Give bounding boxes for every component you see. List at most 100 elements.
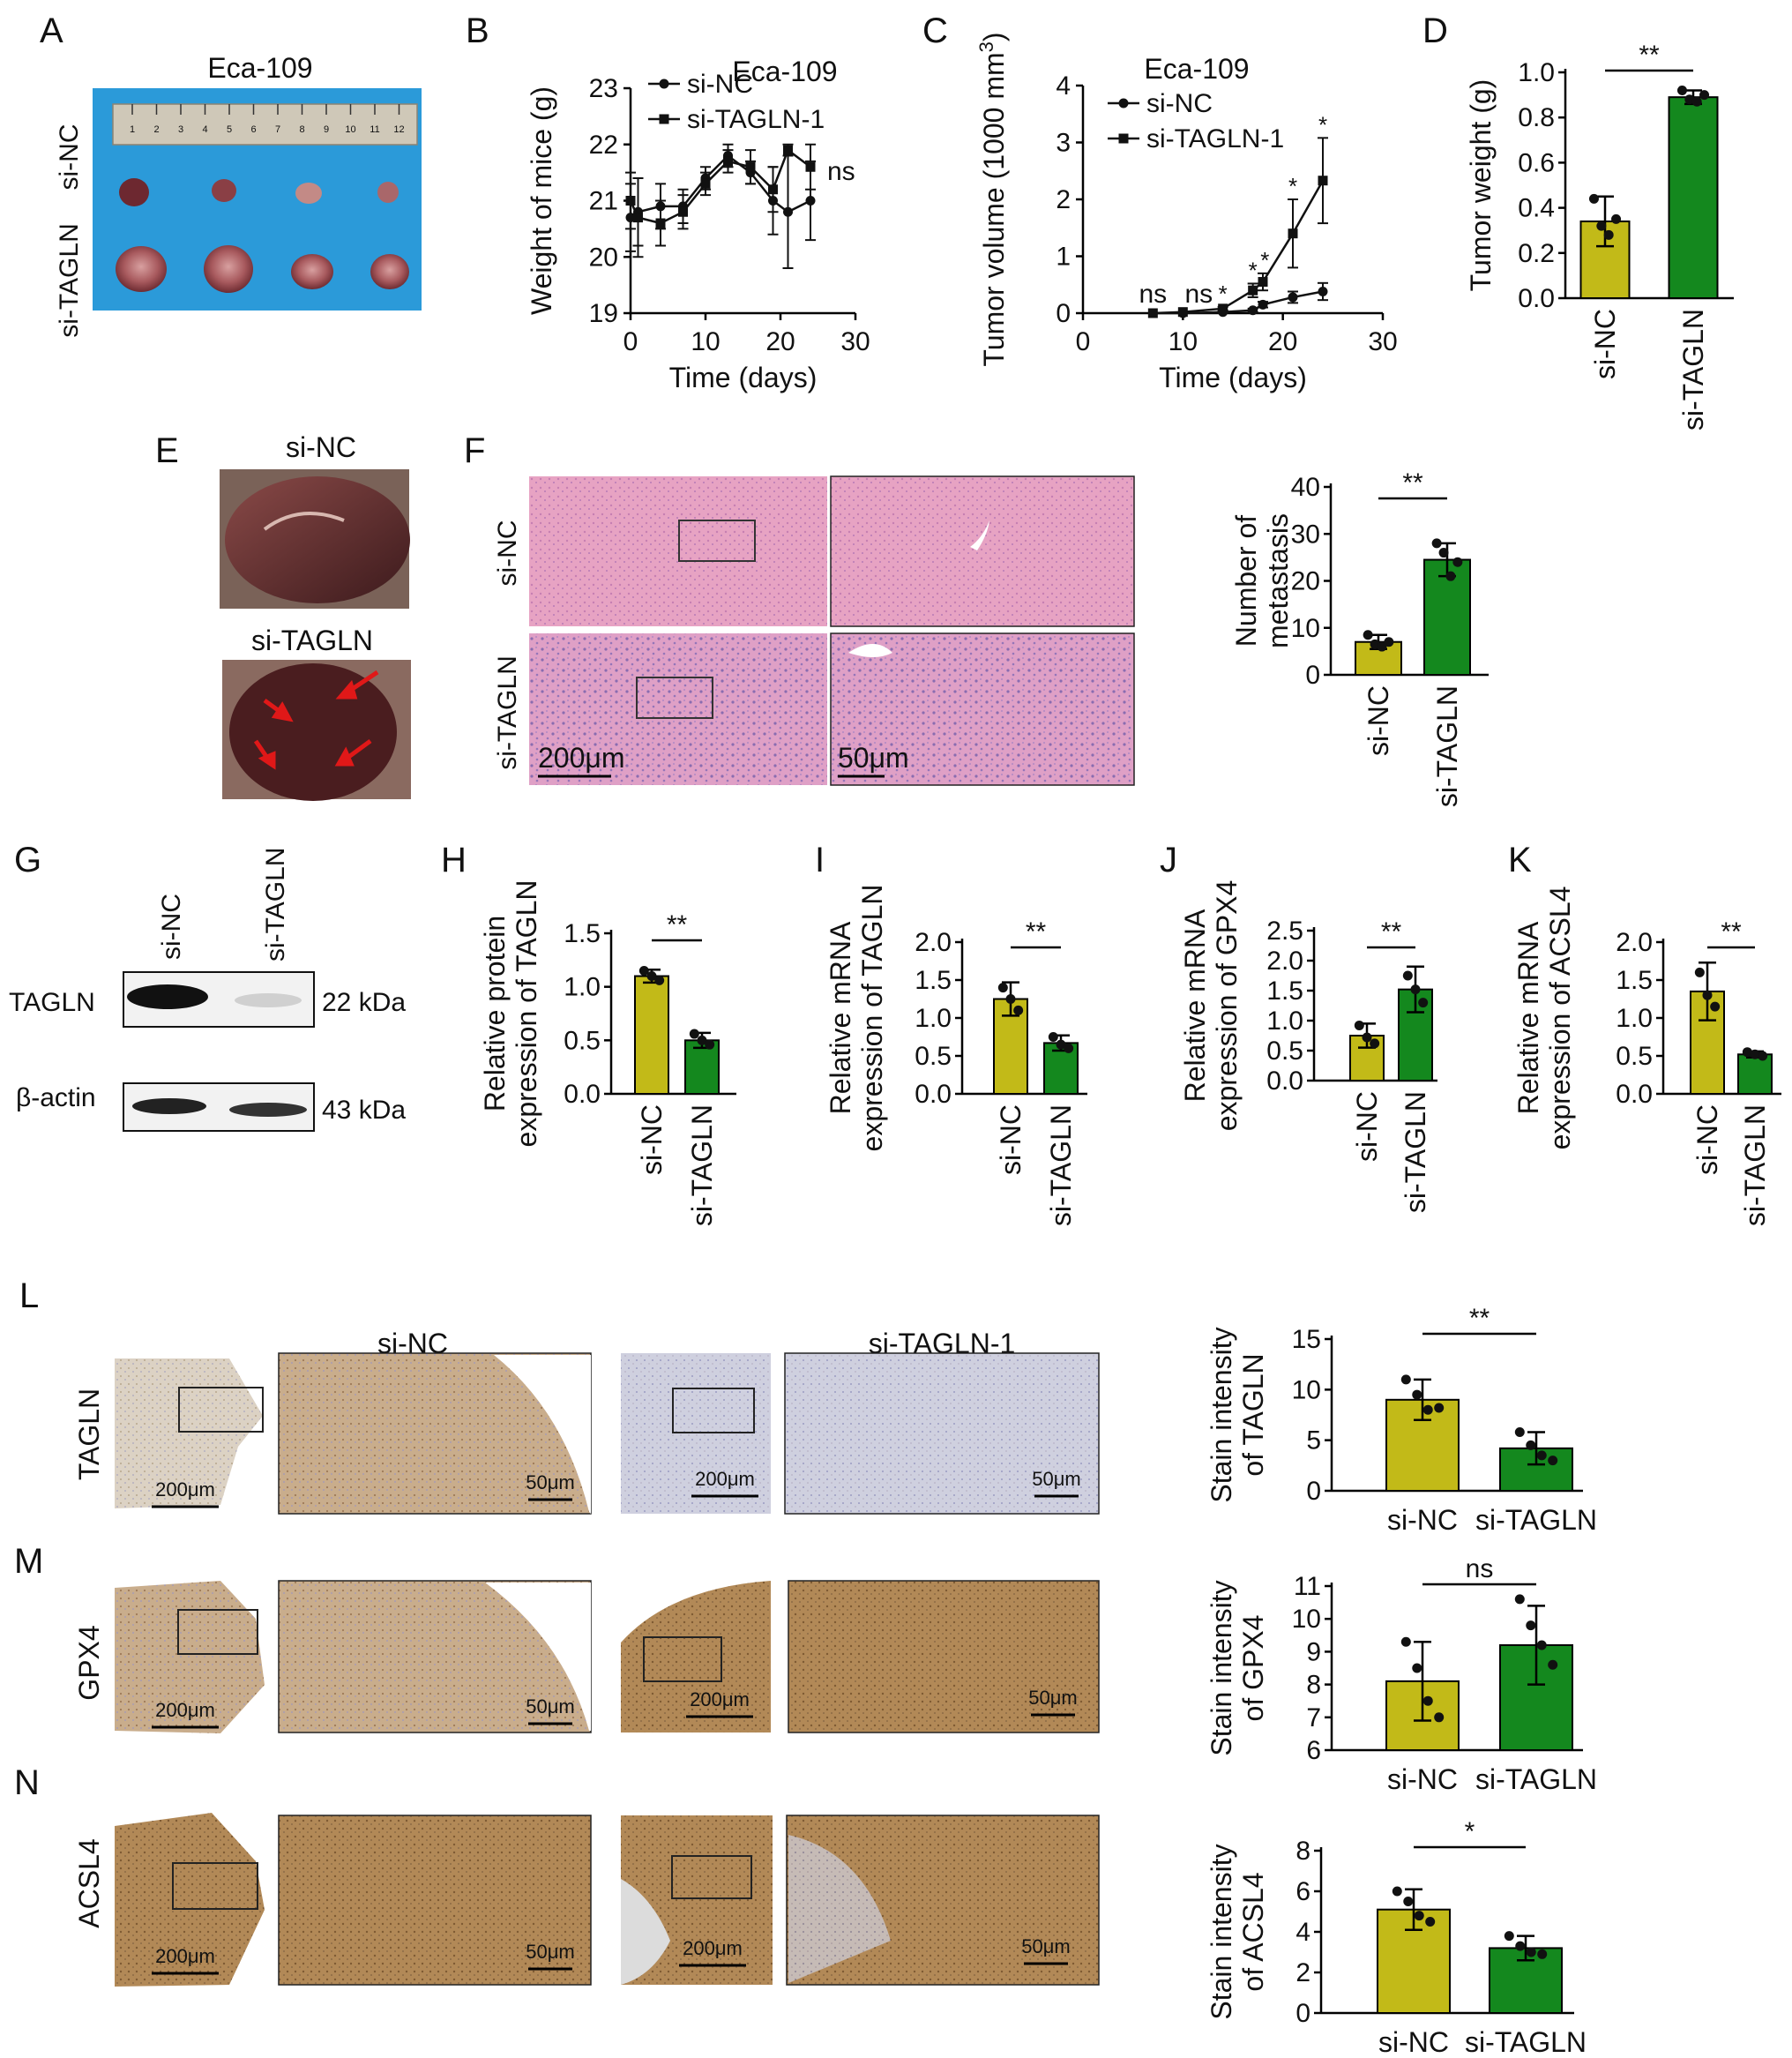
data-point — [1354, 1020, 1364, 1030]
y-tick-label: 10 — [1292, 1375, 1321, 1404]
data-point — [1452, 557, 1463, 567]
y-tick-label: 30 — [1291, 520, 1320, 549]
y-axis-label-sup: 3 — [975, 41, 997, 52]
data-point — [654, 975, 665, 985]
y-axis-label-line1: Stain intensity — [1206, 1580, 1237, 1755]
panel-e-liver-photos: si-NC si-TAGLN — [220, 431, 411, 801]
y-axis-label-line2: expression of TAGLN — [511, 880, 542, 1148]
annotation-sig: ns — [1184, 280, 1213, 309]
data-point — [1403, 1897, 1414, 1906]
data-point — [1676, 85, 1687, 95]
data-point — [1445, 571, 1456, 581]
y-tick-label: 2.5 — [1266, 917, 1303, 946]
data-point — [783, 206, 793, 217]
panel-f-he-staining: si-NC si-TAGLN 200μm 50μm — [493, 475, 1135, 786]
annotation-sig: * — [1249, 257, 1258, 283]
ruler-tick-label: 8 — [299, 124, 304, 135]
data-point — [1438, 548, 1449, 558]
legend-marker — [1118, 133, 1129, 144]
y-tick-label: 8 — [1306, 1671, 1321, 1700]
ihc-scale-label: 50μm — [526, 1941, 574, 1963]
panels-lmn-ihc: si-NC si-TAGLN-1 TAGLN GPX4 ACSL4 200μm 5… — [73, 1328, 1100, 1987]
x-tick-label: 30 — [1368, 327, 1397, 356]
series-line-1 — [629, 148, 811, 225]
data-point — [1363, 630, 1373, 640]
panel-letter-f: F — [464, 431, 485, 470]
liver-nc-tissue — [225, 476, 410, 603]
ihc-scale-label: 50μm — [1021, 1935, 1070, 1957]
x-tick-label: 30 — [840, 327, 870, 356]
y-tick-label: 1.5 — [1616, 966, 1653, 995]
tumor-kd-1 — [116, 246, 167, 292]
he-nc-vessel — [970, 520, 989, 550]
he-nc-roi — [678, 520, 756, 562]
ruler-tick-label: 3 — [178, 124, 183, 135]
x-category-label: si-TAGLN — [1465, 2026, 1587, 2058]
chart-m-stain-gpx4: 6 7 8 9 10 11 si-NC si-TAGLN ns Stain intensity of… — [1206, 1554, 1597, 1795]
ihc-tagln-kd-roi — [672, 1388, 755, 1433]
y-axis-label-line2: of TAGLN — [1237, 1353, 1269, 1476]
y-tick-label: 0.5 — [1616, 1042, 1653, 1071]
data-point — [1596, 221, 1607, 231]
legend-marker — [1118, 98, 1129, 109]
data-point — [1694, 967, 1705, 977]
ihc-gpx4-kd-overview — [621, 1581, 771, 1732]
data-point — [625, 196, 636, 206]
liver-kd-tissue — [229, 663, 397, 801]
ruler-tick-label: 12 — [393, 124, 404, 135]
data-point — [1318, 176, 1328, 186]
ihc-gpx4-kd-roi — [643, 1636, 722, 1682]
data-point — [1514, 1594, 1525, 1605]
y-tick-label: 0.5 — [564, 1026, 601, 1055]
y-tick-label: 5 — [1306, 1426, 1321, 1456]
band-tagln-nc — [127, 984, 208, 1009]
ihc-gpx4-kd-zoom — [788, 1580, 1100, 1733]
x-category-label: si-TAGLN — [1400, 1091, 1431, 1213]
panel-e-label-kd: si-TAGLN — [251, 625, 373, 656]
y-axis-label-line1: Relative mRNA — [1179, 909, 1211, 1102]
y-tick-label: 23 — [589, 74, 618, 103]
y-tick-label: 15 — [1292, 1325, 1321, 1354]
panel-g-western-blot: si-NC si-TAGLN TAGLN 22 kDa β-actin 43 k… — [9, 848, 406, 1132]
ruler-tick-label: 11 — [370, 124, 379, 135]
annotation-sig: * — [1288, 173, 1297, 199]
data-point — [1048, 1032, 1058, 1042]
x-tick-label: 10 — [691, 327, 720, 356]
chart-b-mouse-weight: 19 20 21 22 23 0 10 20 30 Time (days) Weight of mi… — [526, 56, 870, 393]
x-tick-label: 0 — [1076, 327, 1091, 356]
y-tick-label: 0.5 — [1266, 1036, 1303, 1066]
x-category-label: si-NC — [1378, 2026, 1449, 2058]
bar-si-tagln — [1737, 1053, 1773, 1096]
metastasis-arrows — [253, 670, 379, 770]
data-point — [646, 971, 657, 982]
tumor-kd-2 — [204, 245, 253, 293]
annotation-ns: ns — [827, 157, 855, 186]
x-category-label: si-NC — [1363, 685, 1394, 756]
y-tick-label: 0.4 — [1518, 194, 1555, 223]
scale-label-he-200: 200μm — [538, 742, 624, 774]
y-axis-label-line1: Number of — [1230, 515, 1262, 647]
y-tick-label: 2.0 — [915, 928, 952, 957]
y-tick-label: 8 — [1295, 1837, 1310, 1866]
x-tick-label: 0 — [623, 327, 638, 356]
y-axis-label-line2: of GPX4 — [1237, 1615, 1269, 1722]
data-point — [1412, 1389, 1422, 1400]
significance-label: ** — [667, 910, 688, 939]
ihc-tagln-nc-overview — [115, 1358, 263, 1508]
ihc-scale-label: 200μm — [695, 1468, 755, 1490]
chart-n-stain-acsl4: 0 2 4 6 8 si-NC si-TAGLN * Stain intensity of ACS… — [1206, 1817, 1587, 2058]
panel-f-row-kd: si-TAGLN — [493, 655, 522, 769]
panel-letter-e: E — [155, 431, 179, 470]
y-tick-label: 0.0 — [564, 1080, 601, 1109]
x-category-label: si-TAGLN — [1045, 1104, 1077, 1226]
y-tick-label: 1.0 — [1518, 58, 1555, 87]
data-point — [633, 213, 643, 223]
ruler-tick-label: 6 — [250, 124, 256, 135]
data-point — [1611, 213, 1622, 224]
data-point — [1056, 1039, 1066, 1050]
x-axis-label: Time (days) — [669, 362, 818, 393]
ihc-acsl4-kd-tear — [621, 1879, 670, 1985]
band-actin-nc — [132, 1098, 206, 1114]
legend-label: si-TAGLN-1 — [687, 105, 825, 134]
x-category-label: si-NC — [1351, 1091, 1383, 1162]
